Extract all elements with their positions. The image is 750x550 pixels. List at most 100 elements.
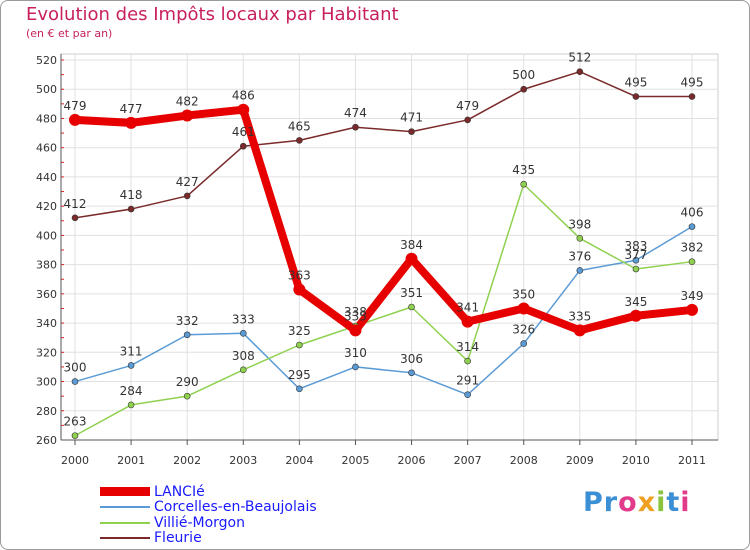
chart-title: Evolution des Impôts locaux par Habitant — [26, 4, 399, 25]
y-tick-label: 300 — [36, 376, 57, 389]
series-line-corcelles-en-beaujolais — [74, 225, 693, 396]
y-tick-label: 380 — [36, 259, 57, 272]
x-tick-label: 2010 — [622, 454, 650, 467]
data-point-fleurie — [352, 123, 359, 131]
data-label-fleurie: 512 — [568, 51, 591, 65]
series-line-fleurie — [74, 70, 693, 219]
legend-item: LANCIé — [100, 483, 205, 500]
data-label-lanci-: 350 — [512, 287, 535, 301]
data-label-villi-morgon: 377 — [624, 248, 647, 262]
data-label-corcelles-en-beaujolais: 306 — [400, 352, 423, 366]
data-point-lanci- — [293, 283, 306, 296]
data-point-lanci- — [181, 109, 194, 122]
data-label-fleurie: 465 — [288, 119, 311, 133]
logo-letter: x — [637, 487, 657, 518]
data-point-fleurie — [239, 142, 247, 150]
y-tick-label: 520 — [36, 54, 57, 67]
data-label-villi-morgon: 351 — [400, 286, 423, 300]
data-label-corcelles-en-beaujolais: 326 — [512, 323, 535, 337]
legend-swatch — [100, 487, 150, 496]
logo-letter: o — [618, 487, 638, 518]
y-tick-label: 360 — [36, 288, 57, 301]
logo-letter: r — [603, 487, 619, 518]
data-point-lanci- — [125, 116, 138, 129]
data-point-fleurie — [183, 192, 191, 200]
plot-area — [60, 53, 719, 441]
data-point-corcelles-en-beaujolais — [296, 385, 303, 393]
x-tick-label: 2005 — [341, 454, 369, 467]
data-label-fleurie: 427 — [176, 175, 199, 189]
data-point-lanci- — [629, 309, 642, 322]
data-label-fleurie: 495 — [681, 76, 704, 90]
x-tick-label: 2002 — [173, 454, 201, 467]
data-point-fleurie — [408, 128, 415, 135]
data-point-fleurie — [127, 205, 135, 213]
data-point-corcelles-en-beaujolais — [632, 256, 640, 264]
data-label-corcelles-en-beaujolais: 332 — [176, 314, 199, 328]
x-tick-label: 2000 — [61, 454, 89, 467]
legend-item: Corcelles-en-Beaujolais — [100, 499, 317, 515]
x-tick-label: 2007 — [454, 454, 482, 467]
data-point-corcelles-en-beaujolais — [352, 363, 359, 371]
legend-item: Villié-Morgon — [100, 515, 245, 531]
data-point-villi-morgon — [71, 432, 79, 439]
data-label-fleurie: 479 — [456, 99, 479, 113]
legend-swatch — [100, 537, 150, 539]
data-point-corcelles-en-beaujolais — [688, 223, 696, 230]
data-point-corcelles-en-beaujolais — [127, 362, 135, 369]
legend-label: LANCIé — [154, 483, 205, 500]
data-point-corcelles-en-beaujolais — [520, 340, 528, 347]
legend-label: Corcelles-en-Beaujolais — [154, 499, 317, 515]
y-tick-label: 280 — [36, 405, 57, 418]
data-label-villi-morgon: 263 — [64, 415, 87, 429]
y-tick-label: 260 — [36, 434, 57, 447]
data-point-corcelles-en-beaujolais — [239, 330, 247, 337]
x-tick-label: 2009 — [566, 454, 594, 467]
data-point-corcelles-en-beaujolais — [576, 267, 584, 274]
data-label-lanci-: 335 — [344, 309, 367, 323]
grid-layer — [60, 53, 719, 441]
data-point-villi-morgon — [520, 180, 528, 188]
data-point-villi-morgon — [183, 392, 191, 400]
chart-subtitle: (en € et par an) — [26, 27, 113, 40]
data-point-lanci- — [686, 303, 698, 316]
data-label-villi-morgon: 308 — [232, 349, 255, 363]
data-label-fleurie: 418 — [120, 188, 143, 202]
data-label-villi-morgon: 284 — [120, 384, 143, 398]
data-label-villi-morgon: 338 — [344, 305, 367, 319]
data-label-corcelles-en-beaujolais: 311 — [120, 344, 143, 358]
legend-swatch — [100, 506, 150, 508]
data-point-lanci- — [405, 252, 418, 265]
data-label-villi-morgon: 290 — [176, 375, 199, 389]
y-tick-label: 440 — [36, 171, 57, 184]
y-tick-label: 460 — [36, 142, 57, 155]
y-tick-label: 400 — [36, 229, 57, 242]
data-label-corcelles-en-beaujolais: 333 — [232, 312, 255, 326]
data-label-corcelles-en-beaujolais: 376 — [568, 249, 591, 263]
data-label-lanci-: 335 — [568, 309, 591, 323]
data-label-lanci-: 341 — [456, 301, 479, 315]
data-label-lanci-: 363 — [288, 268, 311, 282]
data-label-lanci-: 349 — [681, 289, 704, 303]
data-label-villi-morgon: 382 — [681, 241, 704, 255]
logo-letter: P — [583, 487, 604, 518]
data-label-corcelles-en-beaujolais: 310 — [344, 346, 367, 360]
data-point-fleurie — [464, 116, 471, 124]
data-label-corcelles-en-beaujolais: 383 — [624, 239, 647, 253]
data-point-lanci- — [237, 103, 250, 116]
legend-item: Fleurie — [100, 530, 202, 546]
data-point-lanci- — [461, 315, 474, 328]
data-label-fleurie: 500 — [512, 68, 535, 82]
x-tick-label: 2006 — [398, 454, 426, 467]
x-tick-label: 2001 — [117, 454, 145, 467]
proxiti-logo: Proxiti — [583, 487, 691, 518]
y-tick-label: 420 — [36, 200, 57, 213]
data-point-villi-morgon — [688, 258, 696, 265]
series-layer — [71, 70, 696, 437]
data-label-fleurie: 461 — [232, 125, 255, 139]
data-label-lanci-: 482 — [176, 95, 199, 109]
data-point-lanci- — [517, 302, 530, 315]
data-point-lanci- — [573, 324, 586, 337]
legend-swatch — [100, 521, 150, 524]
logo-letter: i — [680, 487, 691, 518]
